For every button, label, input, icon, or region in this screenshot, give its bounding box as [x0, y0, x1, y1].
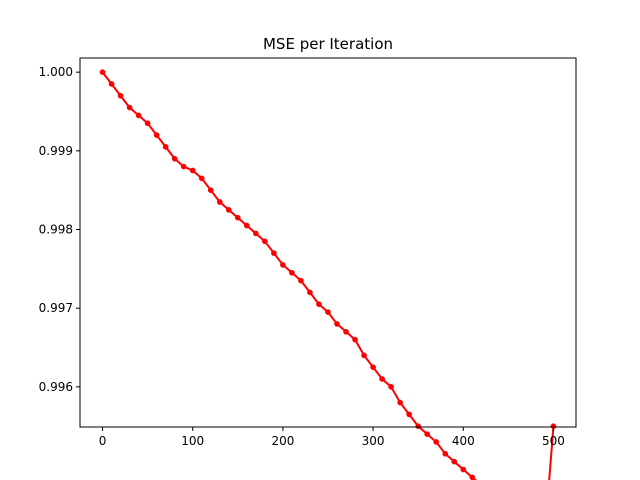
data-point	[469, 474, 476, 480]
data-point	[280, 262, 286, 268]
data-point	[243, 222, 250, 229]
data-point	[451, 458, 458, 465]
data-point	[307, 289, 313, 296]
data-point	[216, 199, 223, 205]
data-point	[388, 384, 394, 390]
data-point	[198, 175, 205, 182]
data-point	[253, 230, 259, 237]
y-tick-label: 0.996	[39, 380, 73, 394]
data-point	[316, 301, 322, 308]
data-point	[117, 92, 124, 99]
plot-frame	[79, 57, 577, 428]
data-point	[271, 250, 277, 256]
data-point	[99, 69, 106, 76]
data-point	[361, 352, 367, 359]
data-point	[171, 155, 178, 162]
series-layer	[99, 69, 557, 480]
y-tick-label: 0.997	[39, 301, 73, 315]
data-point	[189, 167, 196, 174]
data-point	[442, 450, 449, 457]
data-point	[379, 376, 385, 382]
y-tick-label: 1.000	[39, 65, 73, 79]
data-point	[207, 187, 214, 194]
plot-area	[79, 57, 577, 480]
data-point	[225, 207, 232, 213]
data-point	[234, 214, 241, 221]
data-point	[334, 321, 340, 327]
data-point	[325, 309, 331, 315]
data-point	[460, 466, 467, 473]
data-point	[162, 144, 169, 150]
data-point	[406, 411, 413, 418]
data-point	[415, 423, 422, 430]
plot-background	[80, 58, 576, 427]
data-point	[298, 277, 304, 284]
data-point	[433, 439, 440, 445]
data-point	[153, 132, 160, 138]
x-tick-label: 500	[542, 434, 565, 448]
y-axis: 0.996 0.997 0.998 0.999 1.000	[39, 65, 80, 394]
data-point	[370, 364, 376, 371]
x-tick-label: 300	[362, 434, 385, 448]
x-tick-label: 0	[99, 434, 107, 448]
data-point	[397, 399, 403, 406]
x-tick-label: 100	[181, 434, 204, 448]
data-point	[262, 238, 268, 245]
x-axis: 0 100 200 300 400 500	[99, 427, 565, 448]
x-tick-label: 200	[271, 434, 294, 448]
data-point	[289, 269, 295, 276]
data-point	[108, 81, 115, 87]
x-tick-label: 400	[452, 434, 475, 448]
data-point	[135, 112, 142, 119]
data-point	[343, 328, 349, 335]
data-point	[352, 336, 358, 343]
data-point	[144, 120, 151, 127]
chart-title: MSE per Iteration	[263, 35, 393, 53]
y-tick-label: 0.999	[39, 144, 73, 158]
data-point	[180, 163, 187, 170]
data-point	[126, 104, 133, 111]
y-tick-label: 0.998	[39, 223, 73, 237]
data-point	[424, 431, 431, 437]
